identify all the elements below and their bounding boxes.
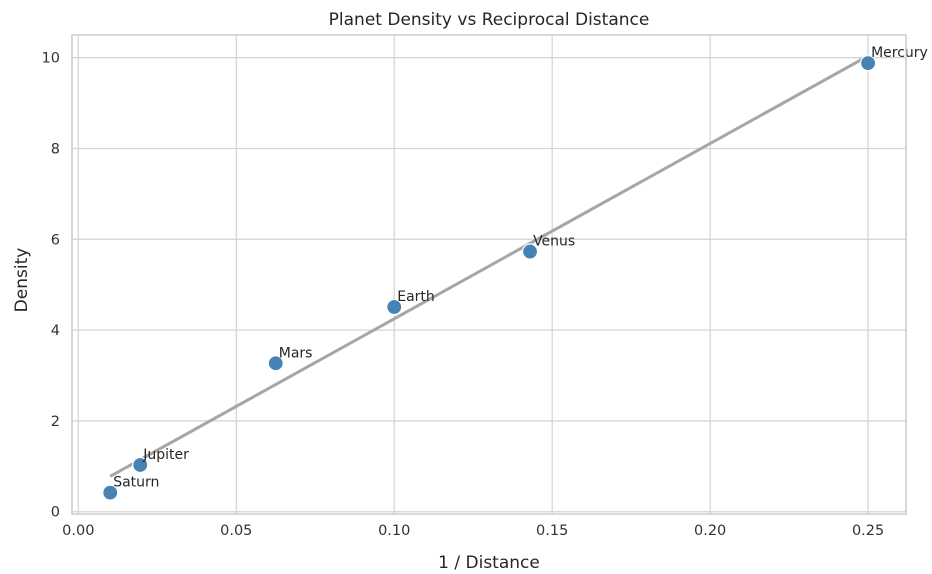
y-tick-label: 4 [51, 323, 60, 339]
fit-line [109, 54, 869, 478]
x-tick-labels: 0.00 0.05 0.10 0.15 0.20 0.25 [62, 523, 884, 539]
point-label: Jupiter [142, 447, 189, 463]
data-point [132, 456, 149, 474]
data-point [521, 243, 539, 260]
data-point [102, 484, 119, 501]
x-tick-label: 0.15 [536, 523, 568, 539]
point-label: Saturn [113, 475, 159, 491]
y-axis-title: Density [12, 248, 32, 313]
y-tick-label: 8 [51, 142, 60, 158]
x-tick-label: 0.25 [852, 523, 884, 539]
y-tick-label: 6 [51, 232, 60, 248]
plot-frame [71, 34, 907, 515]
y-tick-label: 2 [51, 414, 60, 430]
point-label: Venus [533, 234, 575, 250]
y-tick-labels: 0 2 4 6 8 10 [42, 51, 60, 521]
point-label: Mars [279, 345, 313, 361]
x-axis-title: 1 / Distance [438, 553, 540, 573]
data-point [267, 355, 284, 372]
y-tick-label: 0 [51, 505, 60, 521]
point-label: Earth [397, 289, 435, 305]
grid [72, 35, 906, 514]
x-tick-label: 0.00 [62, 523, 94, 539]
point-label: Mercury [871, 45, 928, 61]
chart-title: Planet Density vs Reciprocal Distance [329, 10, 650, 30]
x-tick-label: 0.05 [220, 523, 252, 539]
point-labels: Mercury Venus Earth Mars Jupiter Saturn [113, 45, 928, 491]
data-points [102, 55, 877, 501]
data-point [859, 55, 877, 72]
plot-background [72, 35, 906, 514]
plot-border [71, 34, 907, 515]
fit-line-layer [109, 54, 869, 478]
x-tick-label: 0.20 [694, 523, 726, 539]
x-tick-label: 0.10 [378, 523, 410, 539]
data-point [386, 298, 403, 316]
y-tick-label: 10 [42, 51, 60, 67]
